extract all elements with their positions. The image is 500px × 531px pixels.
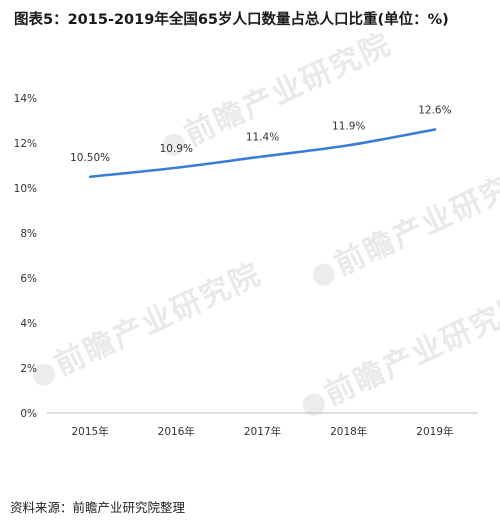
x-tick-label: 2019年 [416,425,453,438]
y-tick-label: 4% [20,318,37,330]
x-tick-label: 2017年 [244,425,281,438]
x-tick-label: 2016年 [158,425,195,438]
x-tick-label: 2015年 [71,425,108,438]
y-tick-label: 6% [20,273,37,285]
x-tick-label: 2018年 [330,425,367,438]
data-label: 11.9% [332,120,365,132]
y-tick-label: 12% [14,138,37,150]
source-note: 资料来源：前瞻产业研究院整理 [10,500,186,515]
data-label: 12.6% [418,105,451,117]
y-tick-label: 2% [20,363,37,375]
data-label: 10.9% [160,143,193,155]
y-tick-label: 8% [20,228,37,240]
series-line [88,128,437,179]
chart-title: 图表5：2015-2019年全国65岁人口数量占总人口比重(单位：%) [14,12,449,28]
data-label: 11.4% [246,132,279,144]
y-tick-label: 0% [20,408,37,420]
data-label: 10.50% [70,152,110,164]
y-tick-label: 10% [14,183,37,195]
y-tick-label: 14% [14,93,37,105]
